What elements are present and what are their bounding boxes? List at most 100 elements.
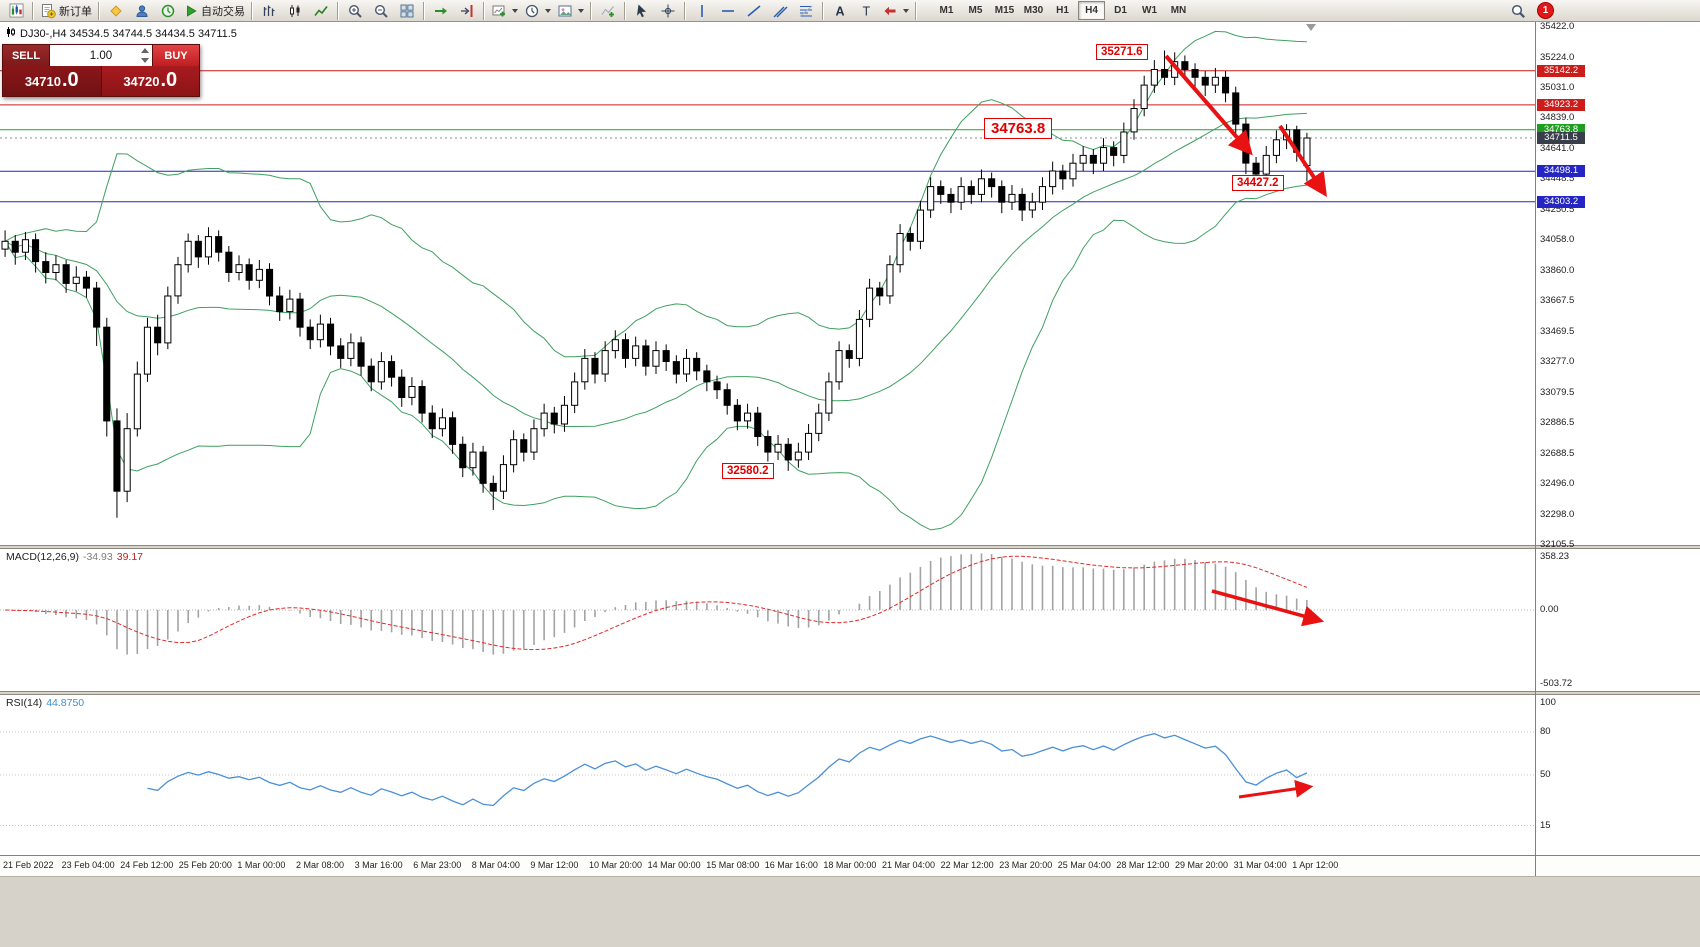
indicators-button[interactable] — [595, 0, 621, 22]
bottom-strip — [0, 876, 1700, 947]
profiles-button[interactable] — [129, 0, 155, 22]
price-badge-34498.1: 34498.1 — [1537, 165, 1585, 178]
crosshair-button[interactable] — [655, 0, 681, 22]
time-axis-label: 1 Apr 12:00 — [1292, 860, 1339, 870]
price-tick-label: 33860.0 — [1540, 264, 1575, 276]
metaeditor-icon — [110, 4, 122, 17]
vertical-line-button[interactable] — [689, 0, 715, 22]
trendline-button[interactable] — [741, 0, 767, 22]
time-axis-label: 3 Mar 16:00 — [354, 860, 403, 870]
text-label-button[interactable]: T — [853, 0, 879, 22]
new-order-icon — [42, 3, 56, 18]
metaeditor-button[interactable] — [103, 0, 129, 22]
svg-text:T: T — [863, 4, 871, 18]
price-annotation-34763.8[interactable]: 34763.8 — [984, 118, 1053, 139]
volume-input[interactable]: 1.00 — [50, 45, 152, 66]
indicators-icon — [601, 5, 614, 17]
volume-spinner[interactable] — [139, 47, 150, 64]
macd-scale-label: 358.23 — [1540, 551, 1570, 562]
timeframe-h4-button[interactable]: H4 — [1078, 1, 1105, 20]
timeframe-h1-button[interactable]: H1 — [1056, 5, 1069, 16]
templates-button[interactable] — [554, 0, 587, 22]
cursor-button[interactable] — [629, 0, 655, 22]
notifications-badge[interactable]: 1 — [1537, 2, 1554, 19]
buy-price[interactable]: 34720.0 — [100, 66, 199, 96]
arrows-button[interactable] — [879, 0, 912, 22]
time-axis-label: 31 Mar 04:00 — [1233, 860, 1287, 870]
period-selector-button[interactable] — [521, 0, 554, 22]
price-annotation-32580.2[interactable]: 32580.2 — [722, 463, 774, 479]
price-annotation-35271.6[interactable]: 35271.6 — [1096, 44, 1148, 60]
toolbar-separator — [337, 1, 339, 20]
toolbar-separator — [822, 1, 824, 20]
rsi-scale-label: 15 — [1540, 819, 1551, 831]
time-axis-label: 14 Mar 00:00 — [647, 860, 701, 870]
sell-button[interactable]: SELL — [3, 45, 50, 66]
timeframe-m1-button[interactable]: M1 — [939, 5, 954, 16]
time-axis[interactable]: 21 Feb 2022 23 Feb 04:00 24 Feb 12:00 25 Fe… — [0, 855, 1700, 877]
time-axis-label: 23 Feb 04:00 — [61, 860, 115, 870]
rsi-name: RSI(14) — [6, 697, 43, 709]
toolbar-separator — [624, 1, 626, 20]
macd-scale-label: -503.72 — [1540, 678, 1573, 689]
timeframe-w1-button[interactable]: W1 — [1142, 5, 1157, 16]
caret-down-icon — [903, 8, 909, 13]
price-tick-label: 32496.0 — [1540, 478, 1575, 489]
search-button[interactable] — [1505, 0, 1531, 22]
equidistant-channel-button[interactable] — [767, 0, 793, 22]
macd-scale-label: 0.00 — [1540, 604, 1559, 615]
new-order-button[interactable]: 新订单 — [37, 0, 95, 22]
buy-button[interactable]: BUY — [152, 45, 199, 66]
timeframe-mn-button[interactable]: MN — [1170, 5, 1187, 16]
spin-down-icon[interactable] — [140, 58, 149, 63]
zoom-out-button[interactable] — [368, 0, 394, 22]
macd-panel[interactable] — [0, 549, 1700, 691]
market-watch-button[interactable] — [155, 0, 181, 22]
price-tick-label: 35031.0 — [1540, 82, 1575, 94]
line-chart-button[interactable] — [308, 0, 334, 22]
ohlc-text: DJ30-,H4 34534.5 34744.5 34434.5 34711.5 — [20, 27, 237, 40]
horizontal-line-icon — [722, 9, 734, 12]
price-chart-panel[interactable] — [0, 22, 1700, 545]
toolbar-separator — [684, 1, 686, 20]
candlestick-chart-button[interactable] — [282, 0, 308, 22]
spin-up-icon[interactable] — [140, 48, 149, 53]
period-selector-icon — [525, 4, 539, 17]
toolbar-separator — [98, 1, 100, 20]
tile-windows-button[interactable] — [394, 0, 420, 22]
zoom-in-button[interactable] — [342, 0, 368, 22]
sell-price[interactable]: 34710.0 — [3, 66, 101, 96]
timeframe-m5-button[interactable]: M5 — [968, 5, 983, 16]
chart-shift-button[interactable] — [454, 0, 480, 22]
time-axis-label: 25 Mar 04:00 — [1057, 860, 1111, 870]
rsi-panel[interactable] — [0, 695, 1700, 855]
horizontal-line-button[interactable] — [715, 0, 741, 22]
zoom-out-icon — [374, 4, 388, 18]
time-axis-label: 22 Mar 12:00 — [940, 860, 994, 870]
timeframe-m15-button[interactable]: M15 — [994, 5, 1015, 16]
macd-name: MACD(12,26,9) — [6, 551, 79, 563]
timeframe-m30-button[interactable]: M30 — [1023, 5, 1044, 16]
macd-panel-splitter[interactable] — [0, 545, 1700, 549]
autotrading-button[interactable]: 自动交易 — [181, 0, 248, 22]
equidistant-channel-icon — [773, 6, 788, 17]
fibonacci-button[interactable] — [793, 0, 819, 22]
rsi-panel-splitter[interactable] — [0, 691, 1700, 695]
zoom-in-icon — [348, 4, 362, 18]
time-axis-label: 10 Mar 20:00 — [589, 860, 643, 870]
bar-chart-button[interactable] — [256, 0, 282, 22]
price-annotation-34427.2[interactable]: 34427.2 — [1232, 175, 1284, 191]
buy-price-frac: .0 — [160, 69, 178, 91]
new-chart-button[interactable] — [488, 0, 521, 22]
text-button[interactable]: A — [827, 0, 853, 22]
bar-chart-icon — [263, 5, 275, 16]
chart-shift-marker[interactable] — [1306, 24, 1316, 31]
time-axis-label: 21 Feb 2022 — [3, 860, 54, 870]
app-icon — [8, 3, 24, 18]
svg-text:A: A — [836, 4, 845, 18]
market-watch-icon — [161, 4, 175, 17]
price-tick-label: 35224.0 — [1540, 51, 1575, 63]
auto-scroll-button[interactable] — [428, 0, 454, 22]
price-axis[interactable]: 35422.0 35224.0 35031.0 34839.0 34641.0 34448… — [1535, 22, 1700, 876]
timeframe-d1-button[interactable]: D1 — [1114, 5, 1127, 16]
